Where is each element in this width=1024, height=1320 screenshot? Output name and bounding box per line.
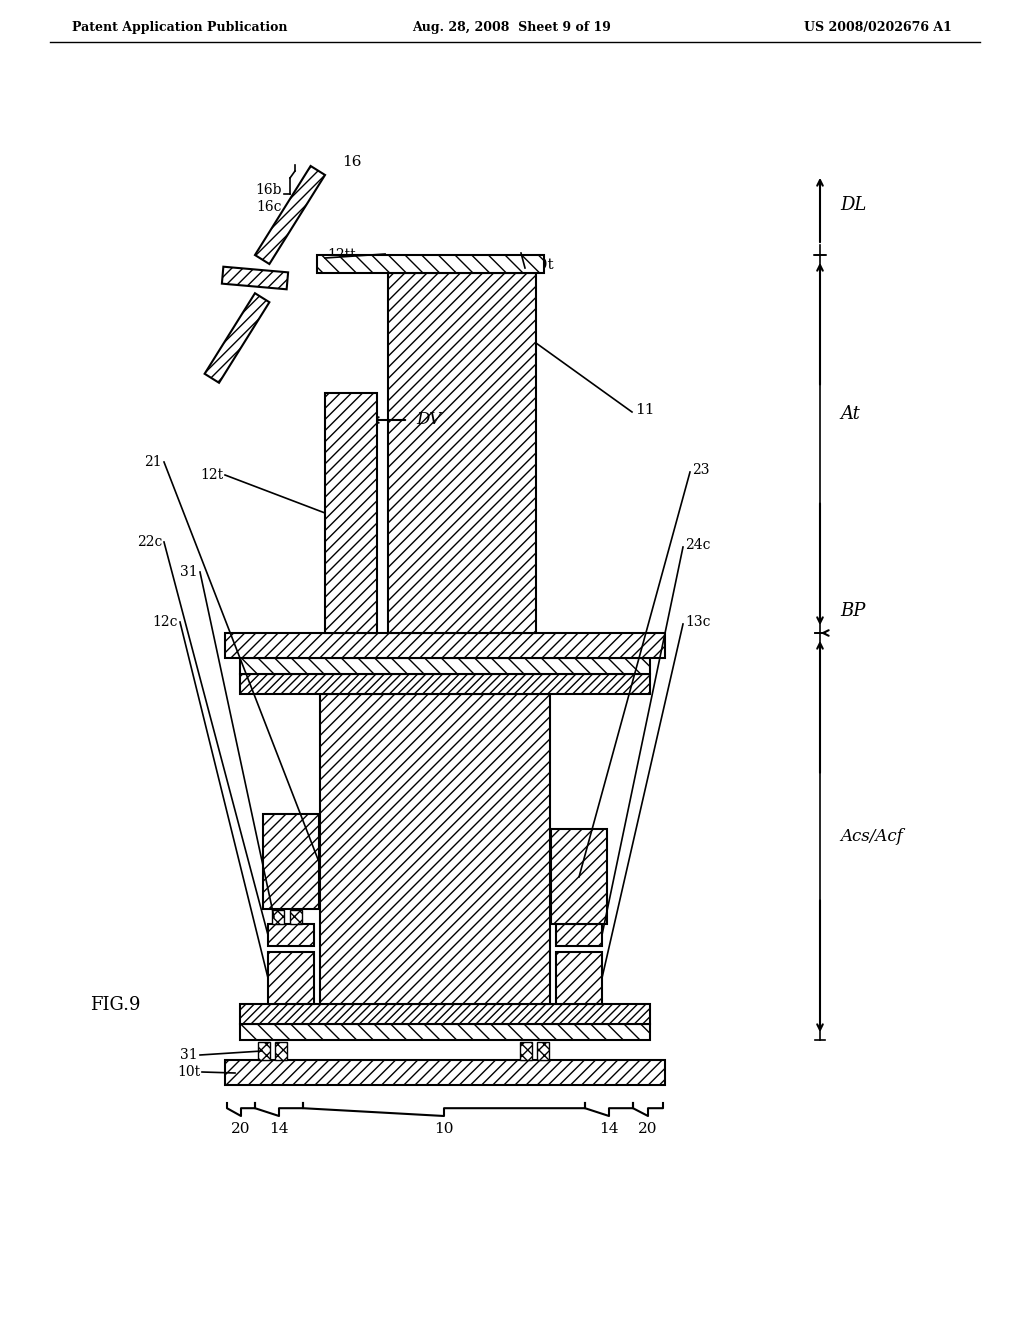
- Bar: [225, 634, 665, 657]
- Text: 14: 14: [269, 1122, 289, 1137]
- Text: 16b: 16b: [256, 183, 282, 197]
- Bar: [268, 952, 314, 1005]
- Bar: [240, 657, 650, 675]
- Bar: [240, 1024, 650, 1040]
- Bar: [551, 829, 607, 924]
- Text: US 2008/0202676 A1: US 2008/0202676 A1: [804, 21, 952, 34]
- Text: 12tt: 12tt: [327, 248, 355, 261]
- Text: 20: 20: [638, 1122, 657, 1137]
- Text: 16: 16: [342, 154, 361, 169]
- Bar: [319, 694, 550, 1005]
- Polygon shape: [205, 293, 269, 383]
- Bar: [272, 909, 284, 924]
- Text: 16c: 16c: [256, 201, 282, 214]
- Text: 31: 31: [180, 1048, 198, 1063]
- Bar: [556, 924, 602, 946]
- Text: 13c: 13c: [685, 615, 711, 630]
- Text: 31: 31: [180, 565, 198, 579]
- Bar: [240, 675, 650, 694]
- Text: At: At: [840, 405, 860, 422]
- Bar: [520, 1041, 532, 1060]
- Text: 10t: 10t: [177, 1065, 200, 1078]
- Text: 20: 20: [231, 1122, 251, 1137]
- Bar: [275, 1041, 287, 1060]
- Bar: [537, 1041, 549, 1060]
- Text: Acs/Acf: Acs/Acf: [840, 828, 903, 845]
- Text: 22c: 22c: [136, 535, 162, 549]
- Text: 12t: 12t: [200, 469, 223, 482]
- Bar: [290, 909, 302, 924]
- Text: 23: 23: [692, 463, 710, 477]
- Bar: [325, 393, 377, 634]
- Text: DV: DV: [416, 412, 441, 429]
- Text: 11: 11: [635, 403, 654, 417]
- Text: 21: 21: [144, 455, 162, 469]
- Text: DL: DL: [840, 195, 866, 214]
- Text: 14: 14: [599, 1122, 618, 1137]
- Bar: [240, 1005, 650, 1024]
- Bar: [263, 814, 319, 909]
- Text: 10: 10: [434, 1122, 454, 1137]
- Bar: [268, 924, 314, 946]
- Polygon shape: [255, 166, 325, 264]
- Polygon shape: [222, 267, 288, 289]
- Text: 24c: 24c: [685, 539, 711, 552]
- Text: FIG.9: FIG.9: [90, 997, 140, 1014]
- Bar: [317, 255, 544, 273]
- Text: 12c: 12c: [153, 615, 178, 630]
- Bar: [556, 952, 602, 1005]
- Bar: [225, 1060, 665, 1085]
- Text: 10t: 10t: [528, 257, 554, 272]
- Text: Patent Application Publication: Patent Application Publication: [72, 21, 288, 34]
- Text: Aug. 28, 2008  Sheet 9 of 19: Aug. 28, 2008 Sheet 9 of 19: [413, 21, 611, 34]
- Text: BP: BP: [840, 602, 865, 620]
- Bar: [388, 273, 536, 634]
- Bar: [258, 1041, 270, 1060]
